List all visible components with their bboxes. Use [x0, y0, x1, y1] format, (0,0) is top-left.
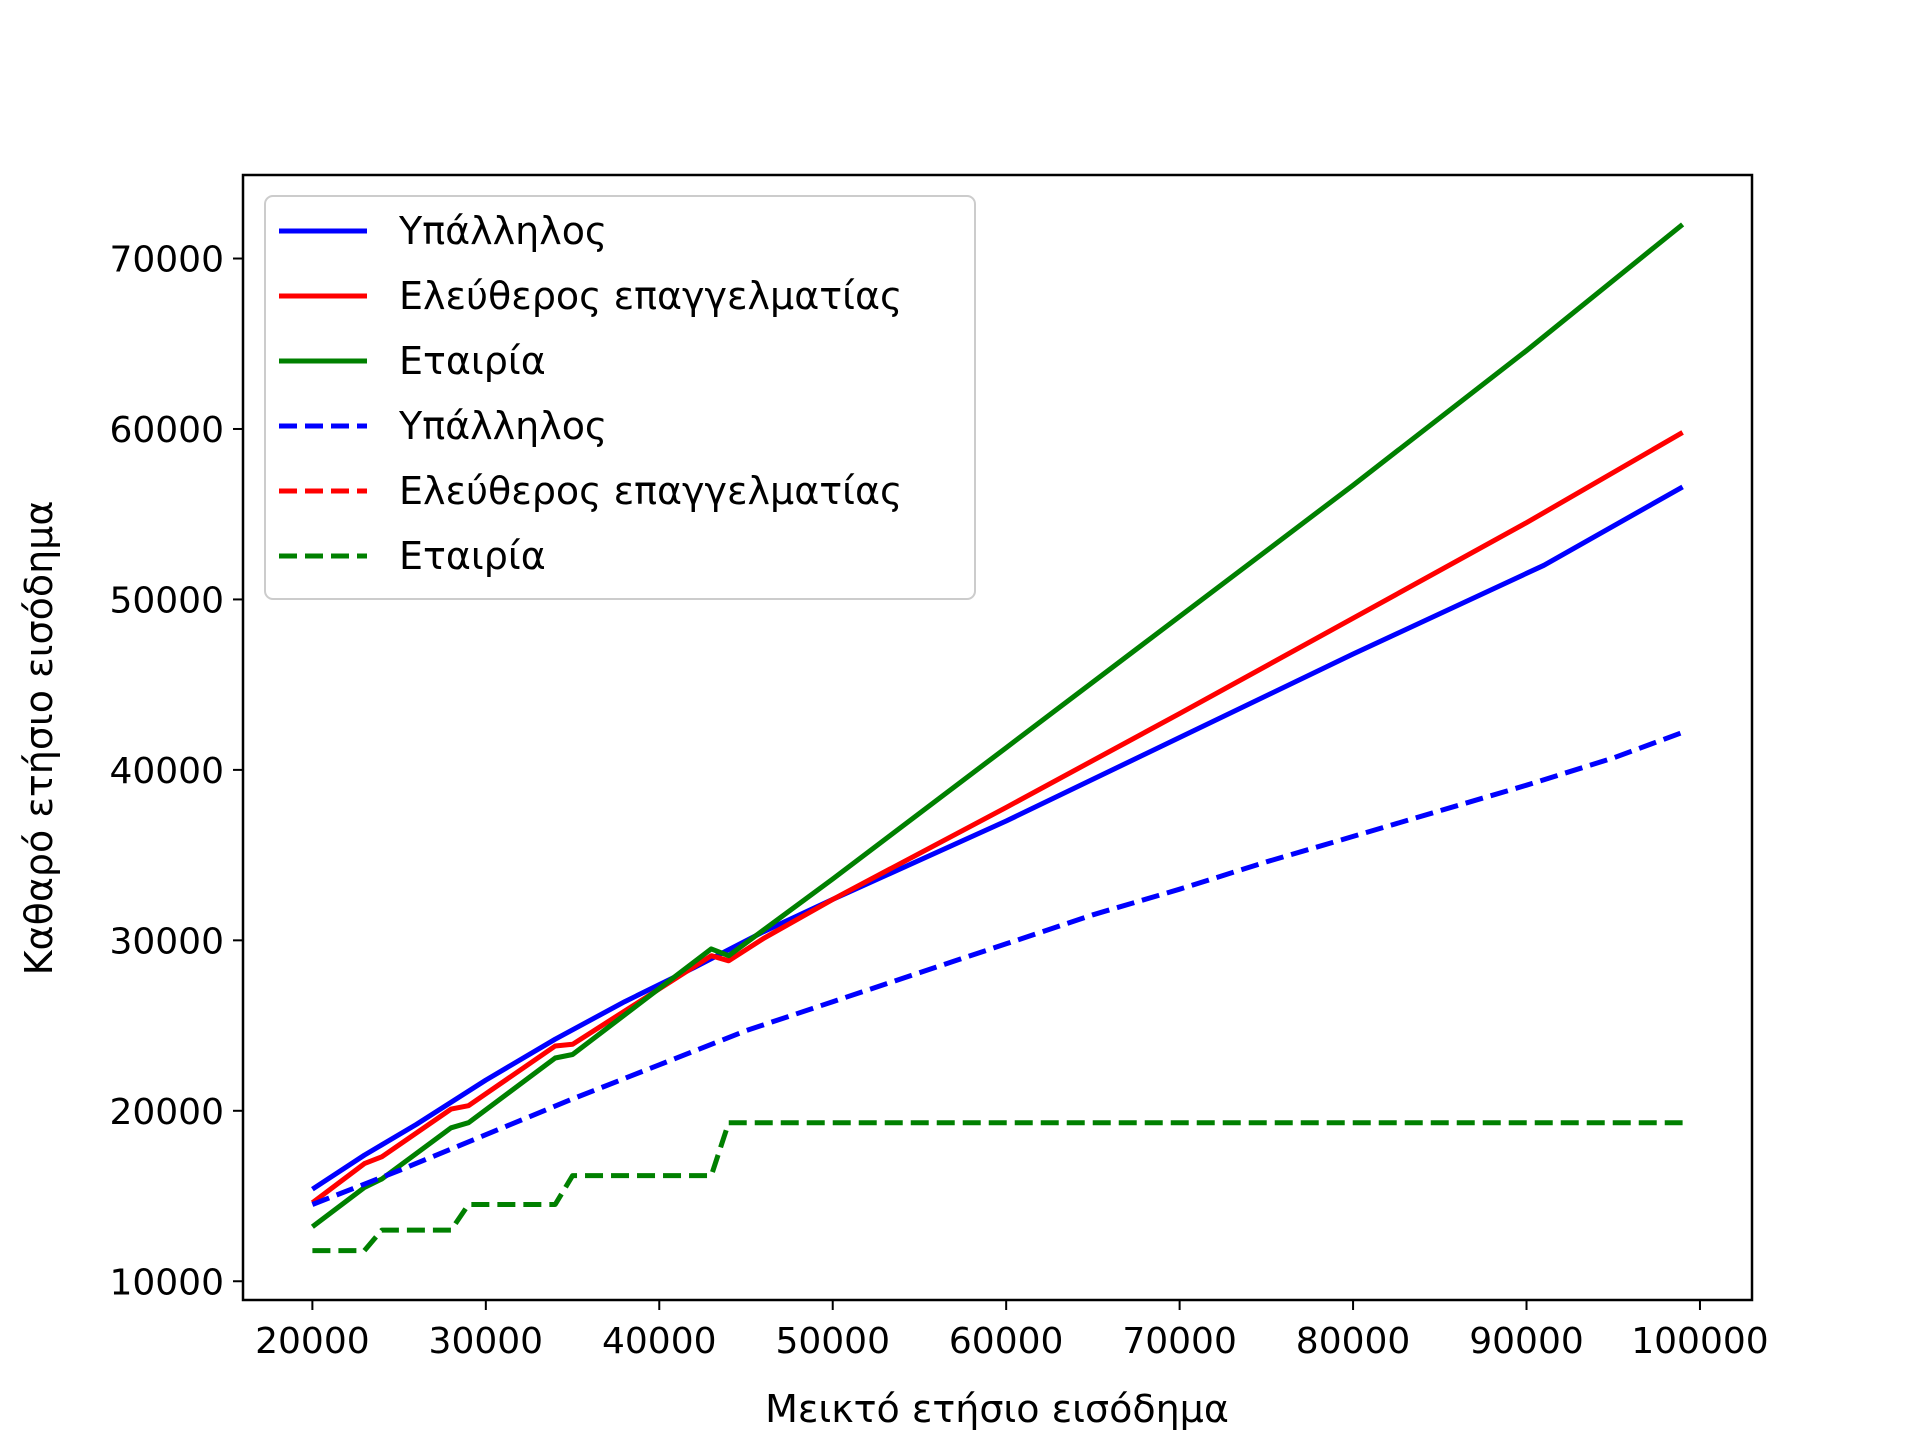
y-tick-label: 70000 [109, 240, 224, 281]
x-tick-label: 40000 [602, 1321, 717, 1362]
y-axis-label: Καθαρό ετήσιο εισόδημα [17, 501, 61, 976]
series-line-0-solid [311, 484, 1684, 1192]
y-tick-label: 60000 [109, 410, 224, 451]
series-line-2-solid [310, 222, 1685, 1229]
x-tick-label: 20000 [255, 1321, 370, 1362]
plot-lines [310, 222, 1685, 1254]
plot-frame [241, 173, 1754, 1302]
legend-frame [264, 195, 976, 600]
x-axis-label: Μεικτό ετήσιο εισόδημα [765, 1387, 1229, 1431]
series-line-3-dashed [311, 730, 1684, 1207]
x-tick-label: 80000 [1296, 1321, 1411, 1362]
x-tick-label: 50000 [775, 1321, 890, 1362]
x-tick-label: 60000 [949, 1321, 1064, 1362]
x-axis-ticks: 20000 30000 40000 50000 60000 70000 80000 90000… [255, 1300, 1769, 1362]
y-tick-label: 30000 [109, 921, 224, 962]
y-axis-ticks: 10000 20000 30000 40000 50000 60000 70000 [109, 240, 243, 1303]
y-tick-label: 40000 [109, 751, 224, 792]
series-line-1-solid [310, 430, 1684, 1205]
x-tick-label: 100000 [1631, 1321, 1768, 1362]
x-tick-label: 70000 [1122, 1321, 1237, 1362]
x-tick-label: 90000 [1469, 1321, 1584, 1362]
y-tick-label: 10000 [109, 1262, 224, 1303]
legend-label-1: Ελεύθερος επαγγελματίας [399, 274, 902, 318]
x-tick-label: 30000 [429, 1321, 544, 1362]
legend: Υπάλληλος Ελεύθερος επαγγελματίας Εταιρία Υ… [264, 195, 976, 600]
legend-label-3: Υπάλληλος [398, 404, 607, 448]
legend-label-4: Ελεύθερος επαγγελματίας [399, 469, 902, 513]
legend-label-5: Εταιρία [399, 534, 546, 578]
y-tick-label: 20000 [109, 1092, 224, 1133]
legend-label-2: Εταιρία [399, 339, 546, 383]
series-line-5-dashed [312, 1120, 1683, 1254]
y-tick-label: 50000 [109, 580, 224, 621]
legend-label-0: Υπάλληλος [398, 209, 607, 253]
